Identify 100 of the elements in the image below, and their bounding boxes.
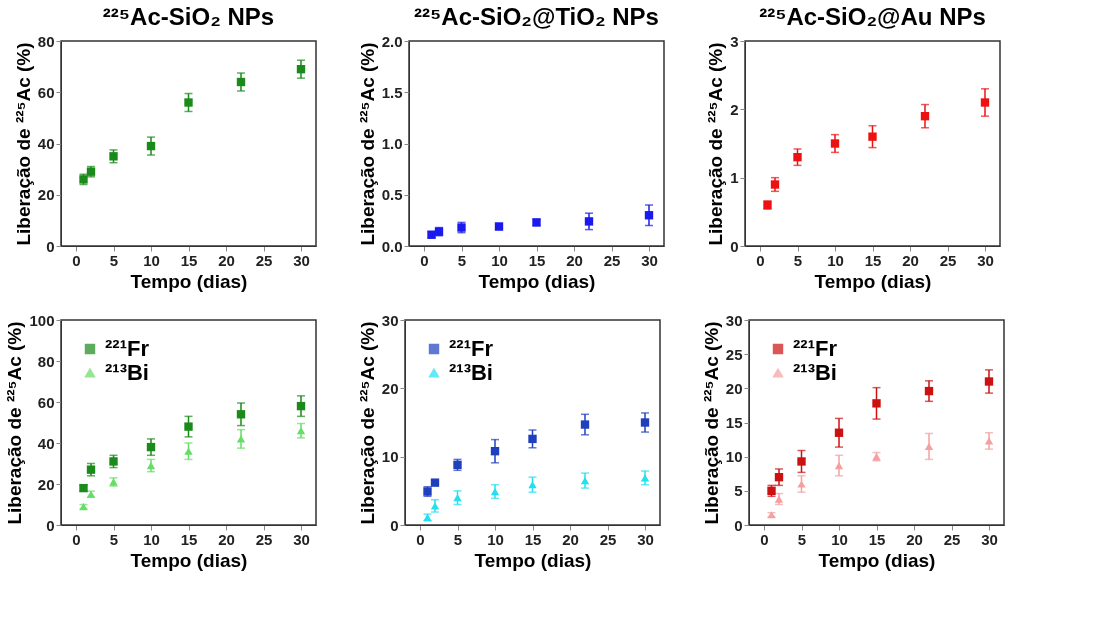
- x-tick-label: 10: [143, 251, 160, 269]
- y-tick-label: 1.0: [381, 135, 403, 152]
- x-tick-label: 20: [902, 251, 919, 269]
- y-tick-label: 1.5: [381, 83, 403, 101]
- point: [644, 211, 654, 220]
- x-tick-label: 5: [109, 251, 119, 269]
- x-tick-label: 15: [528, 251, 546, 269]
- y-tick-label: 60: [37, 83, 55, 101]
- legend-label: ²²¹Fr: [105, 336, 150, 361]
- x-tick-label: 25: [603, 251, 621, 269]
- x-tick-label: 0: [72, 251, 81, 269]
- x-tick-label: 30: [293, 530, 310, 548]
- x-tick-label: 25: [939, 251, 957, 269]
- x-tick-label: 15: [864, 251, 882, 269]
- point: [797, 457, 806, 466]
- point: [146, 442, 156, 452]
- point: [980, 98, 990, 107]
- x-tick-label: 30: [637, 530, 654, 548]
- point: [920, 111, 930, 121]
- point: [770, 180, 780, 189]
- x-tick-label: 25: [255, 251, 273, 269]
- legend-label: ²¹³Bi: [793, 360, 837, 385]
- x-tick-label: 5: [109, 530, 119, 548]
- point: [184, 447, 193, 455]
- y-tick-label: 30: [725, 311, 743, 329]
- point: [490, 487, 500, 496]
- y-axis-title: Liberação de ²²⁵Ac (%): [4, 321, 26, 525]
- x-tick-label: 20: [218, 530, 235, 548]
- point: [834, 428, 844, 437]
- point: [528, 481, 537, 489]
- point: [490, 447, 500, 456]
- x-axis-title: Tempo (dias): [130, 549, 248, 571]
- x-tick-label: 5: [453, 530, 463, 548]
- point: [924, 442, 934, 451]
- chart-title: ²²⁵Ac-SiO₂@Au NPs: [759, 3, 986, 30]
- x-tick-label: 30: [293, 251, 310, 269]
- x-tick-label: 15: [868, 530, 886, 548]
- y-tick-label: 1: [730, 169, 739, 187]
- point: [793, 152, 802, 162]
- point: [236, 435, 246, 443]
- y-tick-label: 0: [46, 237, 55, 255]
- y-tick-label: 2.0: [381, 32, 403, 50]
- chart-title: ²²⁵Ac-SiO₂@TiO₂ NPs: [414, 3, 659, 30]
- y-tick-label: 25: [725, 345, 743, 363]
- y-tick-label: 0: [390, 516, 399, 534]
- x-tick-label: 0: [760, 530, 769, 548]
- point: [184, 98, 193, 107]
- x-axis-title: Tempo (dias): [130, 270, 248, 292]
- x-tick-label: 25: [255, 530, 273, 548]
- x-tick-label: 20: [218, 251, 235, 269]
- y-tick-label: 0.5: [381, 186, 403, 204]
- x-tick-label: 30: [981, 530, 998, 548]
- point: [830, 139, 840, 148]
- y-tick-label: 0.0: [381, 237, 403, 255]
- x-tick-label: 25: [599, 530, 617, 548]
- y-tick-label: 20: [37, 186, 55, 204]
- y-tick-label: 30: [381, 311, 399, 329]
- x-axis-title: Tempo (dias): [478, 270, 596, 292]
- x-tick-label: 0: [756, 251, 765, 269]
- point: [640, 418, 650, 427]
- x-axis-title: Tempo (dias): [814, 270, 932, 292]
- y-tick-label: 0: [730, 237, 739, 255]
- y-tick-label: 20: [725, 379, 743, 397]
- point: [430, 478, 440, 487]
- point: [872, 399, 881, 408]
- legend-label: ²²¹Fr: [793, 336, 838, 361]
- point: [834, 461, 844, 470]
- y-tick-label: 2: [730, 100, 739, 118]
- legend-label: ²¹³Bi: [105, 360, 149, 385]
- point: [984, 377, 994, 386]
- point: [296, 427, 306, 435]
- y-axis-title: Liberação de ²²⁵Ac (%): [356, 321, 378, 525]
- y-axis-title: Liberação de ²²⁵Ac (%): [705, 42, 727, 246]
- point: [774, 495, 784, 503]
- y-tick-label: 10: [725, 448, 743, 466]
- x-tick-label: 0: [416, 530, 425, 548]
- chart-title: ²²⁵Ac-SiO₂ NPs: [102, 3, 275, 30]
- point: [924, 386, 934, 396]
- y-tick-label: 80: [37, 352, 55, 370]
- y-tick-label: 20: [37, 475, 55, 493]
- x-tick-label: 5: [797, 530, 807, 548]
- y-tick-label: 5: [734, 482, 743, 500]
- point: [296, 65, 306, 74]
- x-tick-label: 30: [641, 251, 658, 269]
- y-tick-label: 15: [725, 414, 743, 431]
- y-tick-label: 0: [734, 516, 743, 534]
- point: [528, 434, 537, 444]
- point: [86, 465, 96, 474]
- x-axis-title: Tempo (dias): [818, 549, 936, 571]
- point: [453, 494, 462, 502]
- x-tick-label: 0: [420, 251, 429, 269]
- x-tick-label: 20: [566, 251, 583, 269]
- legend-label: ²²¹Fr: [449, 336, 494, 361]
- point: [774, 472, 784, 482]
- y-tick-label: 60: [37, 393, 55, 411]
- x-tick-label: 10: [491, 251, 508, 269]
- x-tick-label: 10: [831, 530, 848, 548]
- y-axis-title: Liberação de ²²⁵Ac (%): [700, 321, 722, 525]
- y-tick-label: 20: [381, 379, 399, 397]
- y-tick-label: 40: [37, 135, 55, 152]
